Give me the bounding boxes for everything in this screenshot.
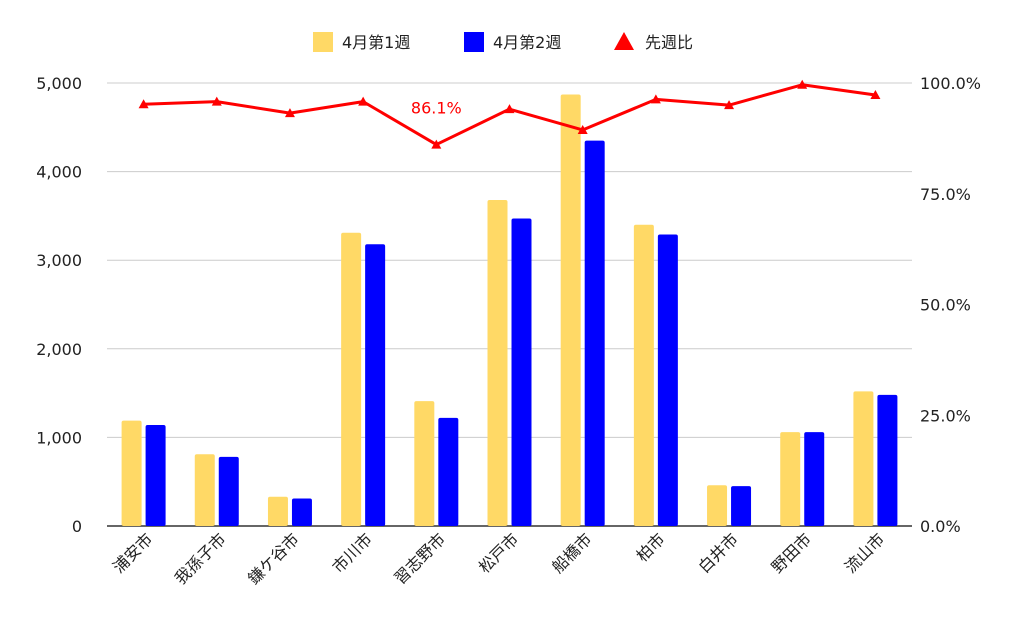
annotations: 86.1% [411,99,462,118]
bars [121,94,898,527]
y-left-tick-label: 1,000 [36,428,82,447]
ratio-point [577,124,588,134]
bar-1 [194,454,215,526]
ratio-line-path [143,83,876,147]
data-label: 86.1% [411,99,462,118]
bar-1 [121,420,142,526]
category-label: 野田市 [768,529,815,576]
y-right-tick-label: 25.0% [920,406,971,425]
category-label: 鎌ケ谷市 [244,529,303,588]
category-label: 習志野市 [390,529,449,588]
ratio-point [650,94,661,104]
y-left-tick-label: 4,000 [36,163,82,182]
ratio-line [138,79,881,149]
bar-1 [267,496,288,526]
category-label: 我孫子市 [171,529,230,588]
y-right-tick-label: 50.0% [920,296,971,315]
ratio-point [138,99,149,109]
right-axis-ticks: 0.0% 25.0% 50.0% 75.0% 100.0% [920,74,981,536]
category-label: 船橋市 [548,529,595,576]
legend-label-ratio: 先週比 [645,33,693,52]
bar-2 [877,394,898,526]
bar-2 [804,432,825,526]
legend-swatch-week2 [464,32,484,52]
category-label: 流山市 [841,529,888,576]
category-label: 白井市 [694,529,741,576]
bar-1 [414,401,435,526]
bar-1 [633,224,654,526]
y-left-tick-label: 3,000 [36,251,82,270]
bar-2 [584,140,605,526]
bar-1 [780,432,801,526]
y-right-tick-label: 100.0% [920,74,981,93]
bar-2 [657,234,678,527]
bar-1 [560,94,581,526]
category-label: 浦安市 [109,529,156,576]
bar-1 [707,485,728,526]
ratio-point [797,79,808,89]
y-left-tick-label: 0 [72,517,82,536]
ratio-point [431,139,442,149]
ratio-point [870,89,881,99]
ratio-point [284,108,295,118]
y-left-tick-label: 5,000 [36,74,82,93]
category-label: 松戸市 [475,529,522,576]
bar-2 [291,498,312,526]
bar-2 [145,424,166,526]
bar-2 [511,218,532,527]
y-right-tick-label: 0.0% [920,517,961,536]
legend-swatch-week1 [313,32,333,52]
ratio-point [724,100,735,110]
legend: 4月第1週 4月第2週 先週比 [313,32,693,52]
bar-2 [218,456,239,526]
ratio-point [504,104,515,114]
bar-1 [853,391,874,526]
bar-1 [341,232,362,526]
legend-marker-ratio [614,32,634,50]
gridlines [107,82,912,527]
bar-1 [487,199,508,526]
ratio-point [211,96,222,106]
legend-label-week1: 4月第1週 [342,33,410,52]
bar-2 [365,244,386,526]
y-left-tick-label: 2,000 [36,340,82,359]
category-label: 柏市 [633,529,669,565]
left-axis-ticks: 0 1,000 2,000 3,000 4,000 5,000 [36,74,82,536]
legend-label-week2: 4月第2週 [493,33,561,52]
category-label: 市川市 [329,529,376,576]
bar-2 [438,417,459,526]
bar-2 [731,486,752,526]
category-labels: 浦安市 我孫子市 鎌ケ谷市 市川市 習志野市 松戸市 船橋市 柏市 白井市 野田市 流山市 [109,529,888,588]
y-right-tick-label: 75.0% [920,185,971,204]
ratio-point [358,96,369,106]
